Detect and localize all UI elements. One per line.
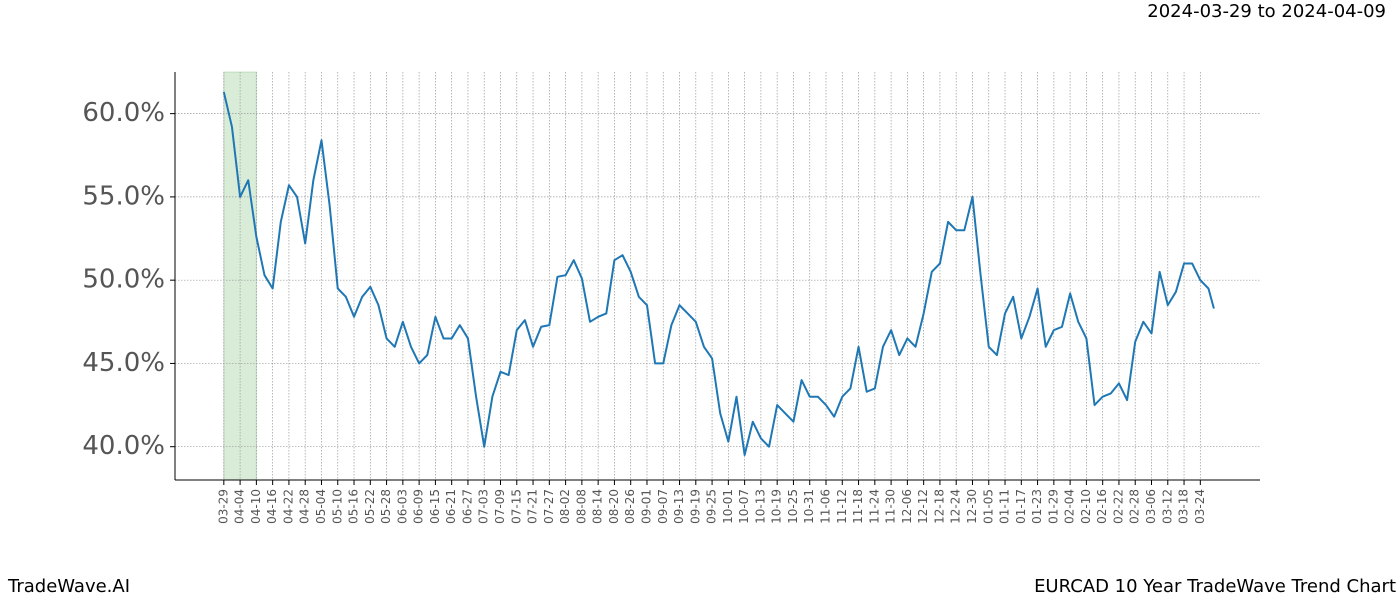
x-tick-label: 03-29 xyxy=(216,489,230,524)
y-tick-label: 60.0% xyxy=(82,98,165,128)
x-tick-label: 10-25 xyxy=(786,489,800,524)
x-tick-label: 02-28 xyxy=(1128,489,1142,524)
x-tick-label: 04-04 xyxy=(233,489,247,524)
x-tick-label: 07-09 xyxy=(493,489,507,524)
x-tick-label: 05-04 xyxy=(314,489,328,524)
y-tick-label: 45.0% xyxy=(82,348,165,378)
x-tick-label: 01-05 xyxy=(981,489,995,524)
x-tick-label: 10-01 xyxy=(721,489,735,524)
x-tick-label: 07-27 xyxy=(542,489,556,524)
x-tick-label: 11-30 xyxy=(884,489,898,524)
x-tick-label: 07-03 xyxy=(477,489,491,524)
x-tick-label: 09-19 xyxy=(688,489,702,524)
x-tick-label: 06-27 xyxy=(460,489,474,524)
x-tick-label: 07-21 xyxy=(526,489,540,524)
x-tick-label: 05-22 xyxy=(363,489,377,524)
x-tick-label: 12-30 xyxy=(965,489,979,524)
x-tick-label: 08-08 xyxy=(574,489,588,524)
x-tick-label: 03-24 xyxy=(1193,489,1207,524)
x-tick-label: 06-15 xyxy=(428,489,442,524)
y-tick-label: 40.0% xyxy=(82,431,165,461)
x-tick-label: 12-18 xyxy=(932,489,946,524)
x-tick-label: 07-15 xyxy=(509,489,523,524)
x-tick-label: 04-16 xyxy=(265,489,279,524)
x-tick-label: 12-06 xyxy=(900,489,914,524)
x-tick-label: 04-10 xyxy=(249,489,263,524)
brand: TradeWave.AI xyxy=(7,576,130,597)
x-tick-label: 12-12 xyxy=(916,489,930,524)
x-tick-label: 11-06 xyxy=(819,489,833,524)
x-tick-label: 01-17 xyxy=(1014,489,1028,524)
chart-title: EURCAD 10 Year TradeWave Trend Chart xyxy=(1034,576,1396,597)
trend-line xyxy=(222,91,1215,457)
x-tick-label: 04-28 xyxy=(298,489,312,524)
x-tick-label: 10-07 xyxy=(737,489,751,524)
x-tick-label: 06-03 xyxy=(395,489,409,524)
x-tick-label: 08-02 xyxy=(558,489,572,524)
x-tick-label: 05-28 xyxy=(379,489,393,524)
x-tick-label: 02-04 xyxy=(1063,489,1077,524)
x-tick-label: 06-21 xyxy=(444,489,458,524)
x-tick-label: 11-12 xyxy=(835,489,849,524)
x-tick-label: 08-14 xyxy=(591,489,605,524)
x-tick-label: 01-23 xyxy=(1030,489,1044,524)
x-tick-label: 05-10 xyxy=(330,489,344,524)
x-tick-label: 04-22 xyxy=(281,489,295,524)
x-tick-label: 02-10 xyxy=(1079,489,1093,524)
x-tick-label: 02-16 xyxy=(1095,489,1109,524)
x-tick-label: 09-07 xyxy=(656,489,670,524)
date-range: 2024-03-29 to 2024-04-09 xyxy=(1147,1,1386,22)
x-tick-label: 03-06 xyxy=(1144,489,1158,524)
x-tick-label: 02-22 xyxy=(1111,489,1125,524)
y-tick-label: 50.0% xyxy=(82,265,165,295)
x-tick-label: 08-26 xyxy=(623,489,637,524)
x-tick-label: 09-25 xyxy=(705,489,719,524)
x-tick-label: 03-12 xyxy=(1160,489,1174,524)
x-tick-label: 08-20 xyxy=(607,489,621,524)
x-tick-label: 01-11 xyxy=(998,489,1012,524)
x-tick-label: 09-13 xyxy=(672,489,686,524)
x-tick-label: 03-18 xyxy=(1177,489,1191,524)
x-tick-label: 11-18 xyxy=(851,489,865,524)
x-tick-label: 12-24 xyxy=(949,489,963,524)
x-tick-label: 05-16 xyxy=(347,489,361,524)
x-tick-label: 10-19 xyxy=(770,489,784,524)
x-tick-label: 10-31 xyxy=(802,489,816,524)
y-tick-label: 55.0% xyxy=(82,181,165,211)
x-tick-label: 09-01 xyxy=(639,489,653,524)
x-tick-label: 11-24 xyxy=(867,489,881,524)
x-tick-label: 01-29 xyxy=(1046,489,1060,524)
x-tick-label: 10-13 xyxy=(753,489,767,524)
x-tick-label: 06-09 xyxy=(412,489,426,524)
